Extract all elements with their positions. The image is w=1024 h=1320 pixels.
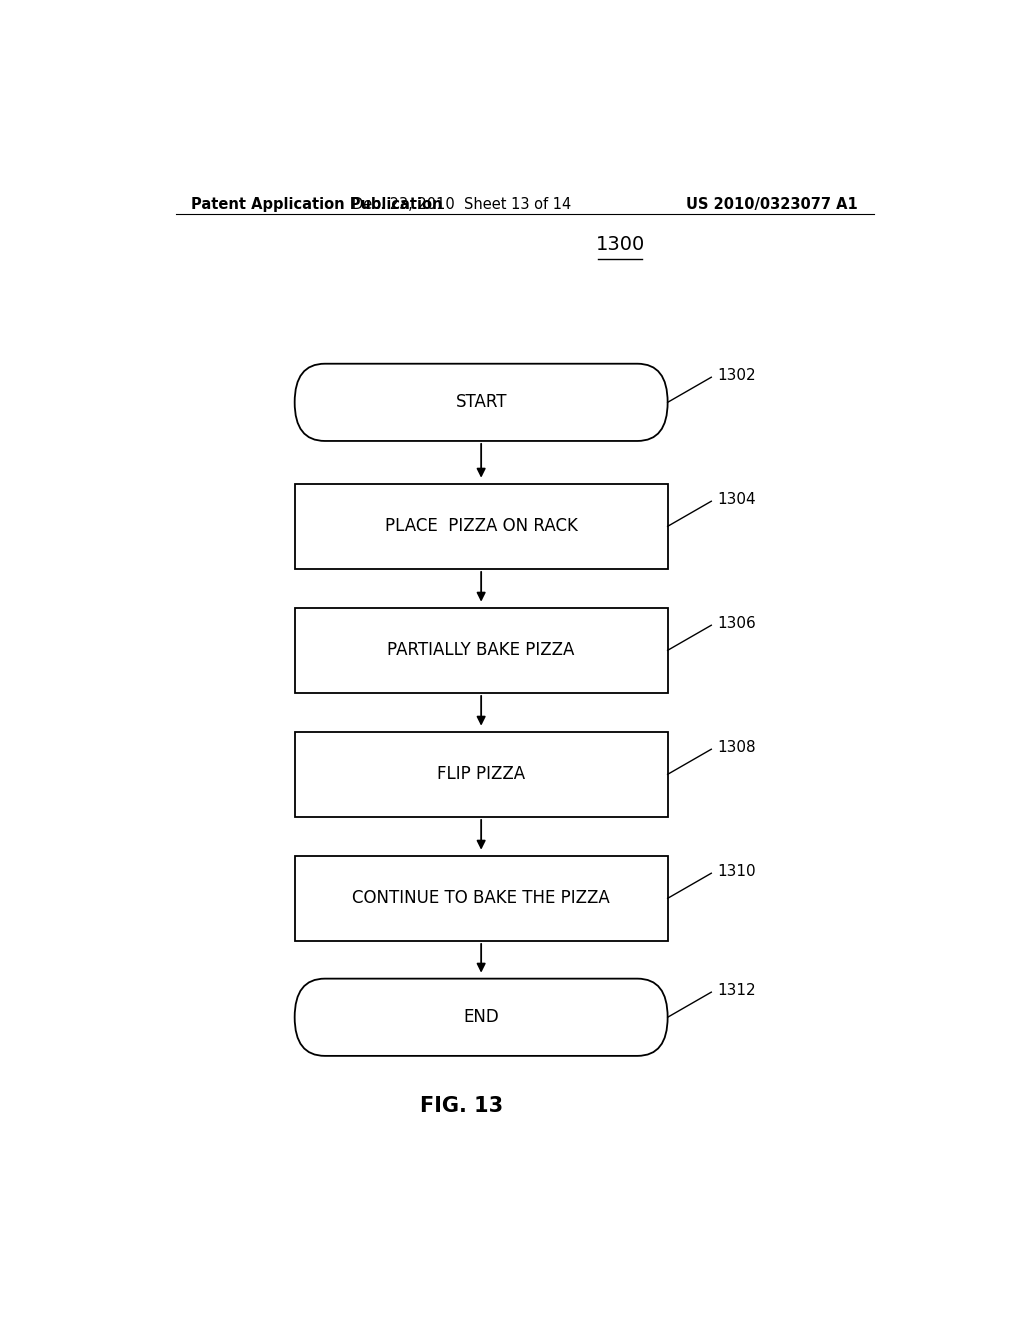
Text: 1300: 1300 — [595, 235, 645, 255]
Text: END: END — [463, 1008, 499, 1026]
Bar — [295, 731, 668, 817]
Text: Patent Application Publication: Patent Application Publication — [191, 197, 443, 211]
Text: 1312: 1312 — [718, 982, 757, 998]
Text: 1306: 1306 — [718, 615, 757, 631]
Text: US 2010/0323077 A1: US 2010/0323077 A1 — [686, 197, 858, 211]
Text: 1304: 1304 — [718, 491, 757, 507]
Text: START: START — [456, 393, 507, 412]
Text: FIG. 13: FIG. 13 — [420, 1096, 503, 1115]
Text: 1310: 1310 — [718, 863, 757, 879]
Text: 1308: 1308 — [718, 739, 757, 755]
FancyBboxPatch shape — [295, 978, 668, 1056]
Text: PARTIALLY BAKE PIZZA: PARTIALLY BAKE PIZZA — [387, 642, 574, 659]
FancyBboxPatch shape — [295, 364, 668, 441]
Bar — [295, 855, 668, 941]
Bar — [295, 607, 668, 693]
Text: CONTINUE TO BAKE THE PIZZA: CONTINUE TO BAKE THE PIZZA — [352, 890, 610, 907]
Text: FLIP PIZZA: FLIP PIZZA — [437, 766, 525, 783]
Bar — [295, 483, 668, 569]
Text: Dec. 23, 2010  Sheet 13 of 14: Dec. 23, 2010 Sheet 13 of 14 — [351, 197, 571, 211]
Text: 1302: 1302 — [718, 368, 757, 383]
Text: PLACE  PIZZA ON RACK: PLACE PIZZA ON RACK — [385, 517, 578, 536]
